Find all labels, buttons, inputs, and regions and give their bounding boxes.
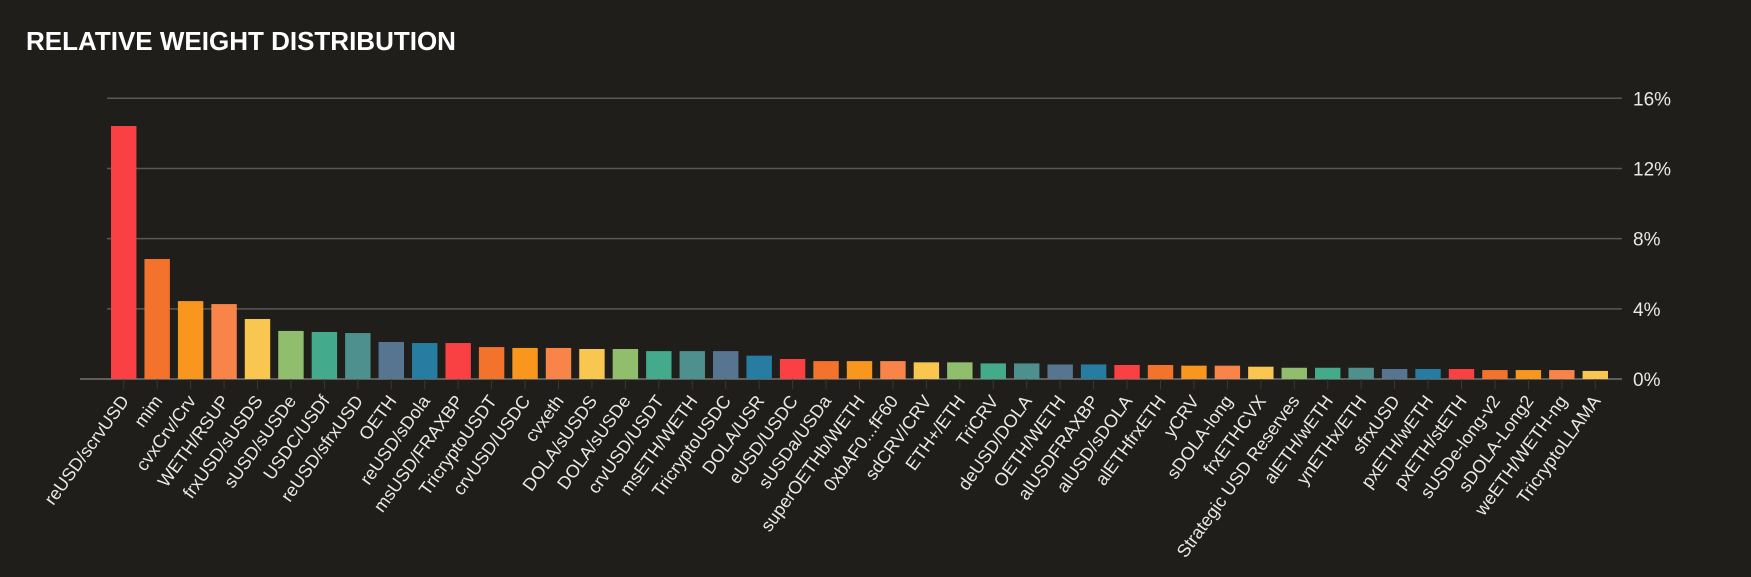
bar[interactable] xyxy=(746,355,772,379)
bar[interactable] xyxy=(478,347,505,379)
bar[interactable] xyxy=(1515,370,1542,379)
bar[interactable] xyxy=(679,351,705,379)
grid-lines xyxy=(80,97,1622,380)
bar[interactable] xyxy=(512,347,538,379)
bar[interactable] xyxy=(1315,367,1341,379)
bar[interactable] xyxy=(445,343,471,379)
bar[interactable] xyxy=(1381,369,1408,379)
chart-title: RELATIVE WEIGHT DISTRIBUTION xyxy=(26,26,456,56)
y-tick-label: 0% xyxy=(1633,370,1661,391)
y-axis: 0% 4% 8% 12% 16% xyxy=(1633,89,1671,391)
bar[interactable] xyxy=(1482,370,1508,379)
bar[interactable] xyxy=(311,331,338,379)
bar[interactable] xyxy=(1248,366,1274,379)
bar[interactable] xyxy=(345,333,371,379)
bar[interactable] xyxy=(1080,364,1107,379)
bar[interactable] xyxy=(579,349,605,379)
y-tick-label: 4% xyxy=(1633,300,1661,321)
bar[interactable] xyxy=(880,361,906,379)
bar[interactable] xyxy=(1549,370,1575,379)
bar[interactable] xyxy=(1181,365,1207,379)
bar[interactable] xyxy=(1281,367,1307,379)
y-tick-label: 12% xyxy=(1633,159,1671,180)
bar[interactable] xyxy=(779,359,806,379)
bar[interactable] xyxy=(1147,364,1174,379)
bar[interactable] xyxy=(1047,364,1073,379)
bar[interactable] xyxy=(111,126,137,379)
bar[interactable] xyxy=(1448,369,1475,379)
bars xyxy=(111,126,1608,379)
bar[interactable] xyxy=(545,347,572,379)
bar[interactable] xyxy=(1415,369,1441,379)
bar[interactable] xyxy=(144,259,170,379)
bar[interactable] xyxy=(211,304,237,379)
bar[interactable] xyxy=(813,361,839,379)
bar[interactable] xyxy=(713,351,739,379)
bar[interactable] xyxy=(1214,365,1241,379)
bar[interactable] xyxy=(846,361,873,379)
x-axis: reUSD/scrvUSDmimcvxCrv/CrvWETH/RSUPfrxUS… xyxy=(40,379,1605,561)
bar[interactable] xyxy=(378,341,404,379)
bar[interactable] xyxy=(177,301,204,379)
bar[interactable] xyxy=(1348,367,1374,379)
bar[interactable] xyxy=(244,319,271,379)
x-tick-label: reUSD/scrvUSD xyxy=(40,392,133,509)
bar[interactable] xyxy=(913,362,940,379)
bar[interactable] xyxy=(1114,364,1140,379)
y-tick-label: 8% xyxy=(1633,230,1661,251)
bar[interactable] xyxy=(1014,363,1040,379)
y-tick-label: 16% xyxy=(1633,89,1671,110)
bar[interactable] xyxy=(1582,370,1608,379)
bar[interactable] xyxy=(980,363,1006,379)
bar[interactable] xyxy=(947,362,973,379)
bar[interactable] xyxy=(646,351,672,379)
bar[interactable] xyxy=(412,343,438,379)
bar[interactable] xyxy=(278,330,304,379)
bar[interactable] xyxy=(612,349,639,379)
